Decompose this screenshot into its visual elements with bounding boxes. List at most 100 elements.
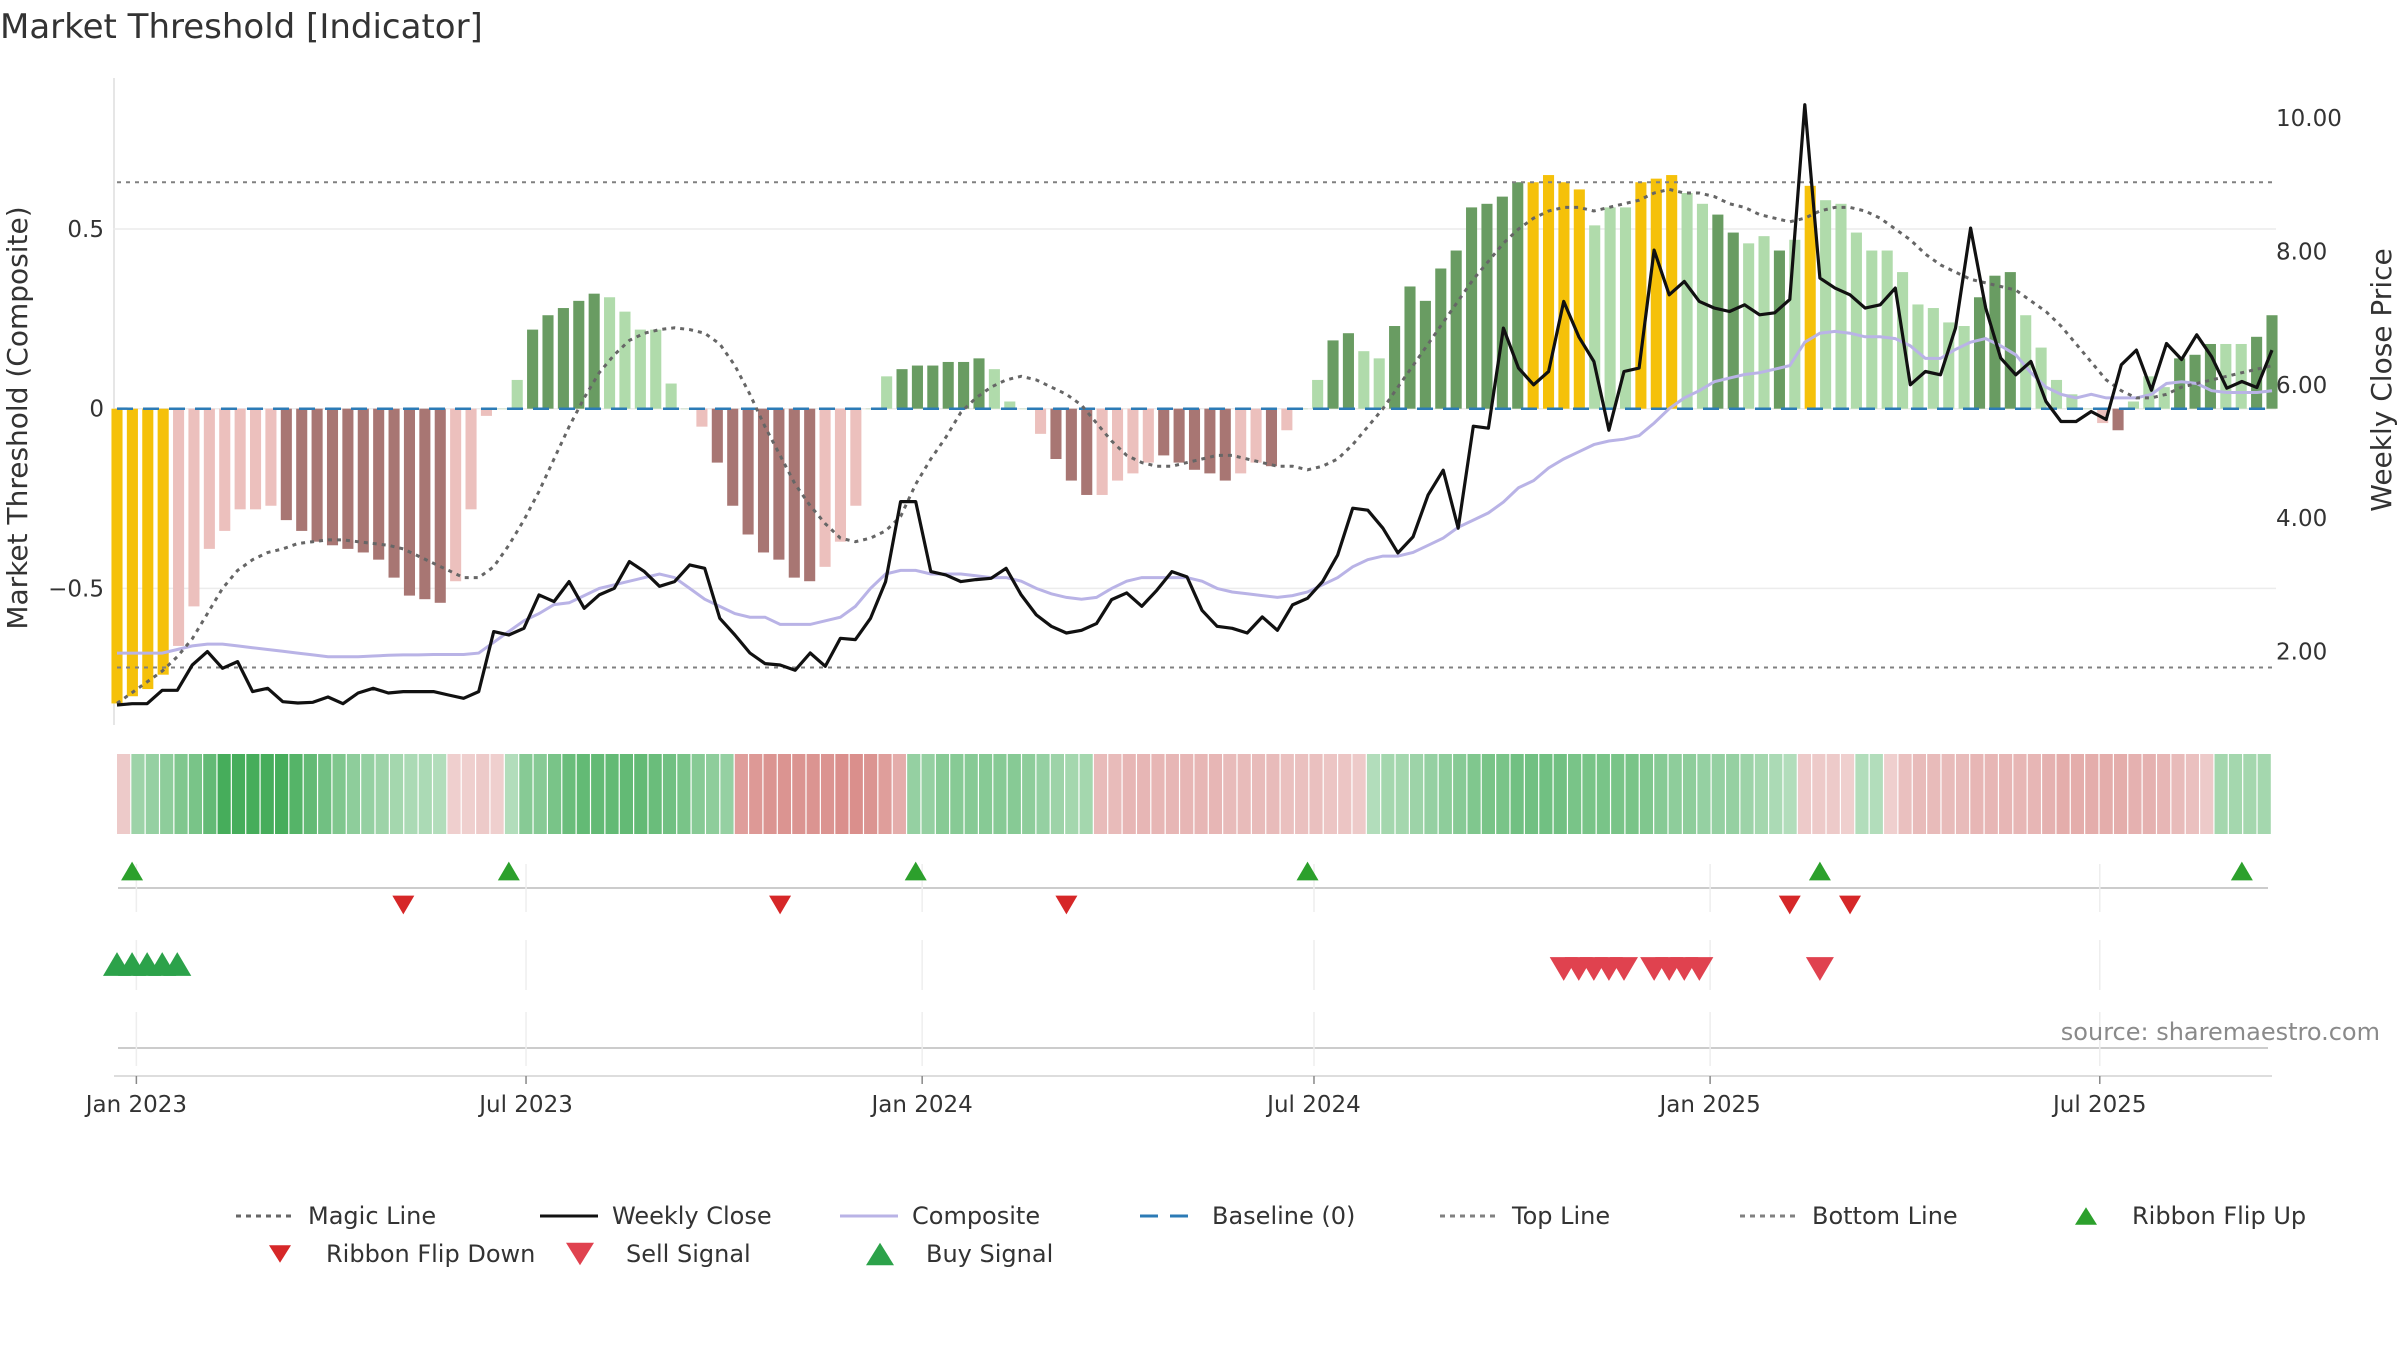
composite-bar xyxy=(1096,408,1108,495)
ribbon-cell xyxy=(1323,754,1337,834)
ribbon-cell xyxy=(447,754,461,834)
ribbon-cell xyxy=(519,754,533,834)
ribbon-cell xyxy=(2027,754,2041,834)
ribbon-cell xyxy=(389,754,404,834)
ribbon-cell xyxy=(2113,754,2128,834)
composite-bar xyxy=(527,329,539,409)
ribbon-cell xyxy=(504,754,519,834)
ribbon-cell xyxy=(1079,754,1093,834)
composite-bar xyxy=(1820,200,1832,409)
ribbon-flip-up-marker xyxy=(121,861,144,881)
ribbon-cell xyxy=(835,754,849,834)
signal-panels xyxy=(103,861,2272,1077)
ribbon-cell xyxy=(979,754,993,834)
composite-bar xyxy=(2251,336,2263,409)
composite-bar xyxy=(1604,207,1616,409)
sell-signal-marker xyxy=(1805,957,1834,981)
composite-bar xyxy=(619,311,631,409)
composite-bar xyxy=(480,408,492,416)
ribbon-cell xyxy=(1395,754,1409,834)
composite-bar xyxy=(1542,175,1555,409)
ribbon-cell xyxy=(677,754,691,834)
ribbon-cell xyxy=(706,754,720,834)
ribbon-cell xyxy=(117,754,131,834)
ribbon-cell xyxy=(1309,754,1323,834)
ribbon-cell xyxy=(1453,754,1467,834)
ribbon-cell xyxy=(1338,754,1352,834)
ribbon-flip-down-marker xyxy=(1839,895,1862,915)
composite-bar xyxy=(634,329,646,409)
ribbon-cell xyxy=(346,754,361,834)
ribbon-cell xyxy=(418,754,432,834)
composite-bar xyxy=(1573,189,1585,409)
ribbon-cell xyxy=(1381,754,1395,834)
ribbon-strip xyxy=(117,754,2271,834)
legend-item: Composite xyxy=(840,1202,1040,1230)
ribbon-cell xyxy=(203,754,217,834)
reference-lines xyxy=(117,181,2272,669)
composite-bar xyxy=(1958,326,1970,409)
ribbon-cell xyxy=(1280,754,1294,834)
composite-bar xyxy=(881,376,893,409)
ribbon-cell xyxy=(1151,754,1165,834)
x-tick-label: Jan 2023 xyxy=(84,1092,187,1118)
ribbon-flip-down-marker xyxy=(1055,895,1078,915)
ribbon-cell xyxy=(1007,754,1021,834)
composite-bar xyxy=(1835,203,1847,409)
right-tick-label: 2.00 xyxy=(2276,640,2327,666)
ribbon-cell xyxy=(820,754,835,834)
composite-bar xyxy=(311,408,323,542)
ribbon-cell xyxy=(691,754,705,834)
ribbon-cell xyxy=(1568,754,1582,834)
ribbon-cell xyxy=(2200,754,2214,834)
composite-bar xyxy=(696,408,708,427)
composite-bar xyxy=(1450,250,1462,409)
ribbon-cell xyxy=(878,754,892,834)
composite-bar xyxy=(958,361,970,409)
ribbon-cell xyxy=(2099,754,2113,834)
composite-bar xyxy=(1065,408,1077,481)
ribbon-cell xyxy=(375,754,389,834)
ribbon-cell xyxy=(318,754,332,834)
composite-bar xyxy=(1635,182,1647,409)
x-tick-label: Jan 2025 xyxy=(1657,1092,1760,1118)
ribbon-cell xyxy=(332,754,346,834)
ribbon-cell xyxy=(1611,754,1625,834)
ribbon-cell xyxy=(1697,754,1711,834)
ribbon-cell xyxy=(2228,754,2243,834)
ribbon-cell xyxy=(1941,754,1955,834)
ribbon-cell xyxy=(2128,754,2142,834)
ribbon-cell xyxy=(145,754,159,834)
x-tick-label: Jul 2025 xyxy=(2051,1092,2147,1118)
ribbon-cell xyxy=(777,754,792,834)
composite-bar xyxy=(573,300,585,409)
composite-bar xyxy=(650,329,662,409)
ribbon-cell xyxy=(1855,754,1869,834)
ribbon-cell xyxy=(864,754,878,834)
composite-bar xyxy=(680,408,693,410)
right-tick-label: 4.00 xyxy=(2276,506,2327,532)
composite-bar xyxy=(1435,268,1447,409)
composite-bar xyxy=(1158,408,1170,456)
composite-bar xyxy=(1850,232,1862,409)
composite-bar xyxy=(2204,343,2216,409)
ribbon-cell xyxy=(993,754,1007,834)
composite-bar xyxy=(2066,394,2078,409)
ribbon-cell xyxy=(361,754,375,834)
series-lines xyxy=(116,103,2274,707)
ribbon-cell xyxy=(2042,754,2056,834)
ribbon-cell xyxy=(1467,754,1481,834)
legend-swatch xyxy=(2075,1207,2097,1225)
composite-bar xyxy=(2035,347,2047,409)
ribbon-cell xyxy=(1596,754,1610,834)
ribbon-cell xyxy=(1582,754,1596,834)
composite-bar xyxy=(742,408,754,535)
composite-bar xyxy=(1188,408,1201,470)
ribbon-cell xyxy=(892,754,906,834)
composite-bar xyxy=(1512,182,1524,409)
ribbon-cell xyxy=(1223,754,1237,834)
composite-bar xyxy=(2004,272,2016,409)
ribbon-cell xyxy=(2171,754,2185,834)
composite-bar xyxy=(2112,408,2124,431)
x-tick-label: Jan 2024 xyxy=(870,1092,973,1118)
